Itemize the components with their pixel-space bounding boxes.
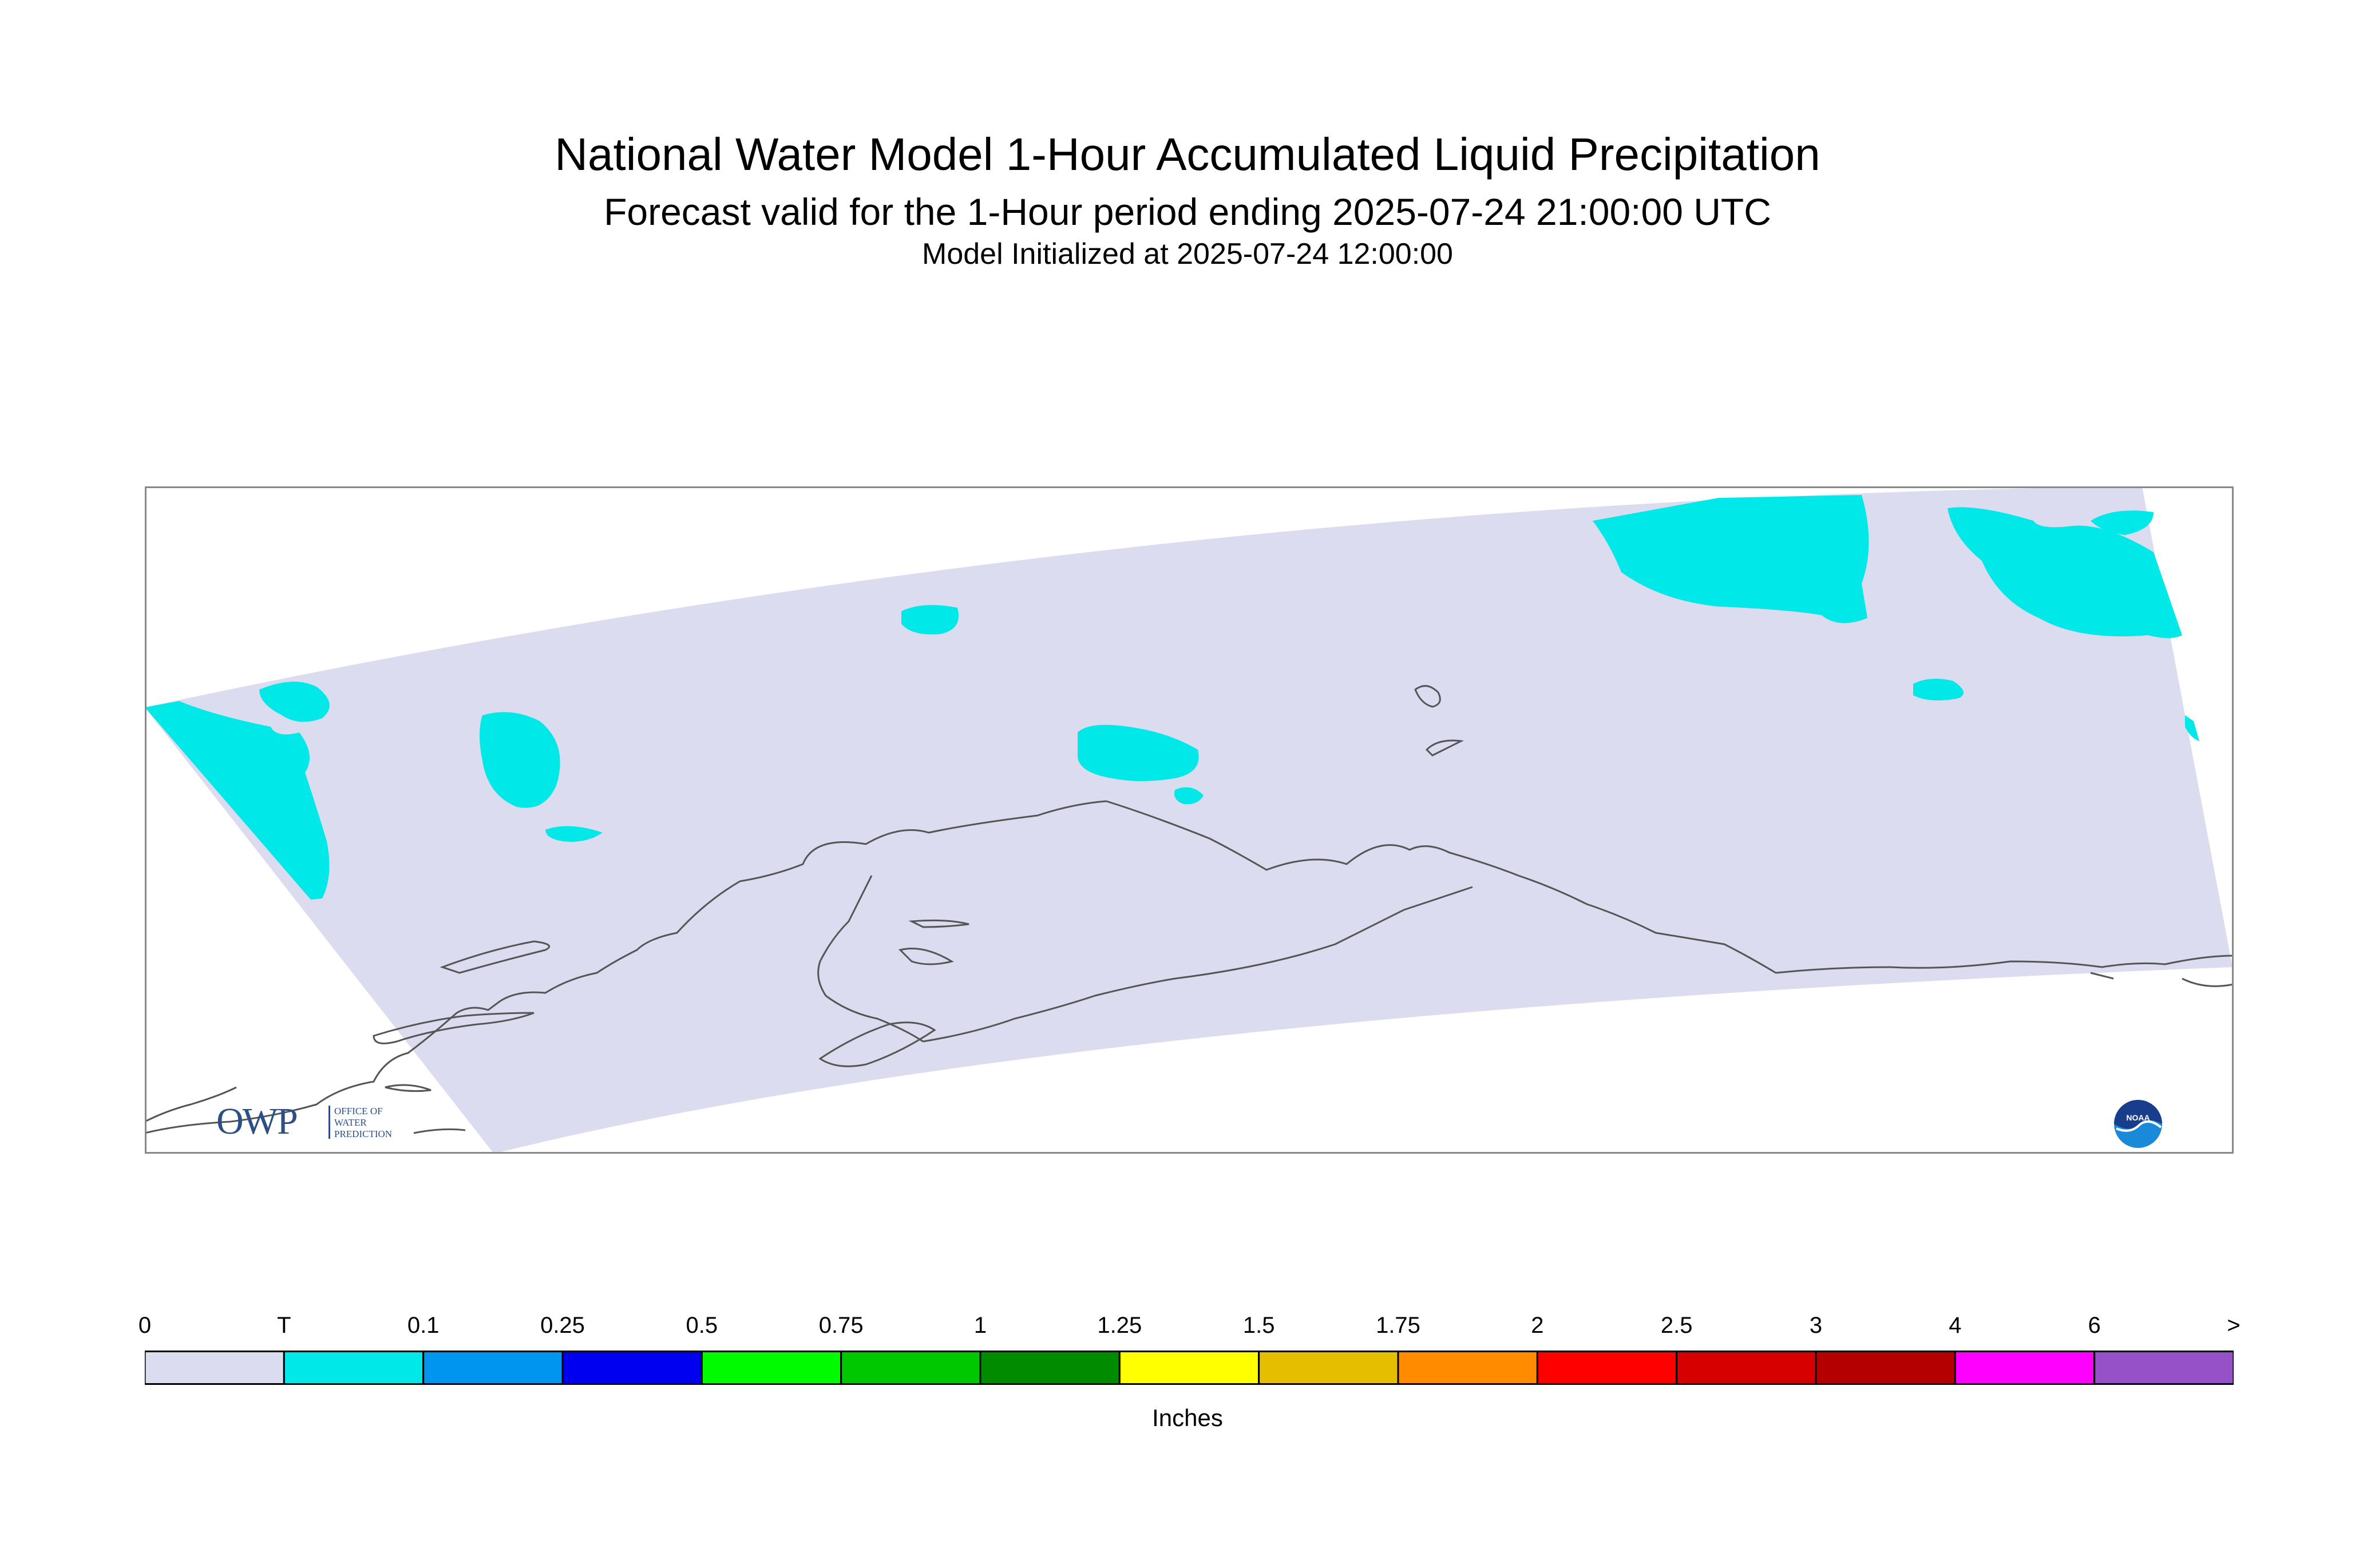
legend-tick-label: 1.5 bbox=[1242, 1313, 1275, 1338]
legend-tick-label: 2 bbox=[1531, 1313, 1544, 1338]
coastline-sw-island bbox=[385, 1084, 432, 1092]
owp-logo-divider bbox=[328, 1106, 330, 1139]
precip-area-east-edge bbox=[2185, 715, 2199, 741]
coastline-south bbox=[1106, 800, 2234, 974]
legend-swatch bbox=[1954, 1351, 2096, 1385]
owp-logo: OWP OFFICE OF WATER PREDICTION bbox=[216, 1100, 422, 1146]
coastline-east bbox=[2090, 972, 2234, 987]
map-title: National Water Model 1-Hour Accumulated … bbox=[555, 129, 1820, 180]
owp-logo-text: OWP bbox=[216, 1100, 298, 1142]
legend-tick-label: 4 bbox=[1949, 1313, 1962, 1338]
coastline-north-islands bbox=[1414, 685, 1441, 708]
model-domain-area bbox=[145, 486, 2232, 1154]
legend-tick-label: 1 bbox=[973, 1313, 987, 1338]
precip-area-central-west-small bbox=[545, 826, 603, 842]
legend-swatch bbox=[1118, 1351, 1260, 1385]
model-init-text: Model Initialized at 2025-07-24 12:00:00 bbox=[922, 237, 1453, 271]
precip-area-central-west bbox=[480, 712, 560, 808]
legend-swatch bbox=[1815, 1351, 1956, 1385]
legend-swatch bbox=[1536, 1351, 1678, 1385]
coastline-bay bbox=[817, 875, 924, 1043]
precip-area-central bbox=[1078, 724, 1199, 781]
precip-area-northeast bbox=[1593, 495, 1869, 623]
legend-tick-label: 3 bbox=[1809, 1313, 1823, 1338]
legend-tick-label: 0.5 bbox=[686, 1313, 718, 1338]
legend-tick-label: 0.25 bbox=[540, 1313, 585, 1338]
legend-tick-label: 0 bbox=[138, 1313, 152, 1338]
legend-tick-label: 0.75 bbox=[818, 1313, 864, 1338]
coastline-chain-2 bbox=[373, 1012, 535, 1044]
legend-tick-label: 2.5 bbox=[1660, 1313, 1693, 1338]
precipitation-map bbox=[145, 486, 2234, 1154]
color-legend-bar bbox=[145, 1351, 2234, 1385]
noaa-logo: NOAA bbox=[2114, 1100, 2162, 1148]
coastline-mainland bbox=[145, 800, 1107, 1134]
coastline-sw-bottom bbox=[413, 1128, 466, 1134]
precip-area-west-cap bbox=[259, 682, 330, 722]
map-frame bbox=[145, 486, 2234, 1154]
precip-area-north bbox=[901, 605, 959, 635]
legend-tick-label: T bbox=[277, 1313, 291, 1338]
legend-swatch bbox=[561, 1351, 703, 1385]
legend-swatch bbox=[700, 1351, 842, 1385]
legend-swatch bbox=[979, 1351, 1121, 1385]
legend-swatch bbox=[2093, 1351, 2234, 1385]
legend-tick-label: > bbox=[2227, 1313, 2241, 1338]
coastline-north-islands-2 bbox=[1425, 739, 1464, 757]
legend-tick-label: 1.75 bbox=[1376, 1313, 1420, 1338]
legend-swatch bbox=[283, 1351, 425, 1385]
legend-swatch bbox=[422, 1351, 564, 1385]
legend-tick-label: 1.25 bbox=[1097, 1313, 1142, 1338]
legend-tick-label: 0.1 bbox=[407, 1313, 440, 1338]
precip-area-far-east bbox=[1948, 507, 2182, 638]
precip-area-central-small bbox=[1174, 787, 1204, 805]
owp-logo-subtext: OFFICE OF WATER PREDICTION bbox=[334, 1106, 393, 1139]
coastline-lines bbox=[145, 685, 2234, 1134]
map-subtitle: Forecast valid for the 1-Hour period end… bbox=[604, 191, 1771, 233]
coastline-chain-1 bbox=[440, 940, 551, 974]
legend-swatch bbox=[840, 1351, 981, 1385]
coastline-peninsula bbox=[923, 886, 1473, 1043]
coastline-sw bbox=[145, 1086, 237, 1123]
precip-area-east bbox=[1913, 679, 1964, 700]
precip-area-west bbox=[145, 701, 330, 900]
legend-swatch bbox=[145, 1351, 285, 1385]
noaa-logo-text: NOAA bbox=[2126, 1113, 2150, 1122]
legend-swatch bbox=[1397, 1351, 1538, 1385]
precip-trace-areas bbox=[145, 495, 2199, 900]
legend-swatch bbox=[1676, 1351, 1817, 1385]
legend-swatch bbox=[1258, 1351, 1399, 1385]
legend-tick-label: 6 bbox=[2088, 1313, 2101, 1338]
coastline-island-2 bbox=[898, 948, 954, 965]
coastline-kodiak bbox=[818, 1021, 936, 1067]
coastline-island-1 bbox=[908, 919, 969, 928]
legend-units-label: Inches bbox=[1152, 1404, 1223, 1431]
precip-area-far-east-cap bbox=[2091, 510, 2154, 535]
